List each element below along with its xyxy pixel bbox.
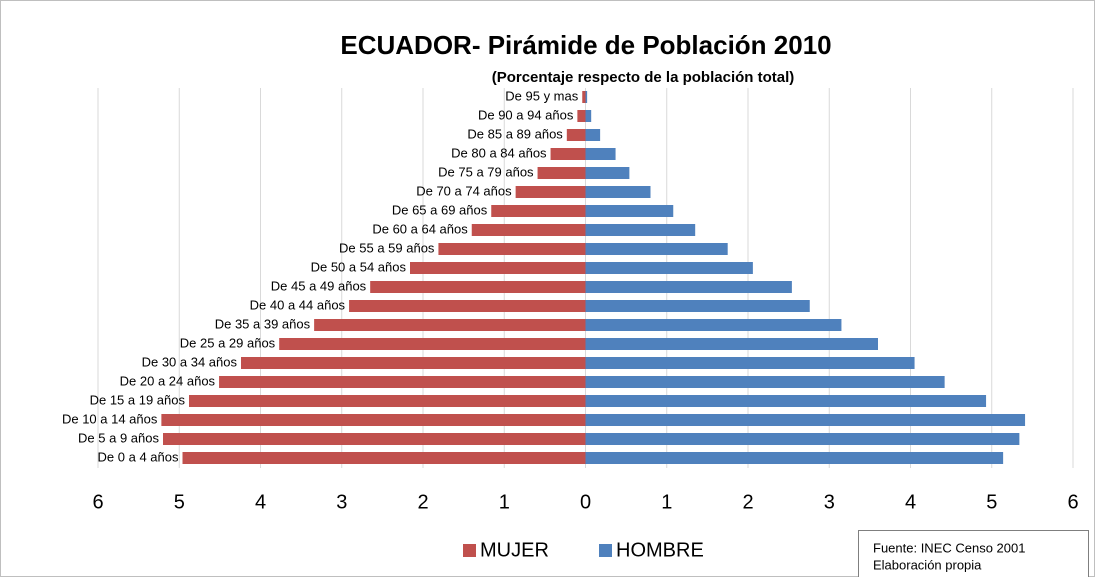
category-label: De 0 a 4 años	[98, 449, 179, 464]
bar	[550, 148, 586, 160]
x-tick-label: 3	[336, 491, 347, 513]
x-tick-label: 6	[1067, 491, 1078, 513]
bar	[585, 243, 728, 255]
bar	[515, 186, 586, 198]
bar	[585, 129, 601, 141]
bar	[585, 110, 592, 122]
bar	[585, 452, 1004, 464]
chart-title: ECUADOR- Pirámide de Población 2010	[340, 30, 831, 60]
x-tick-label: 0	[580, 491, 591, 513]
bar	[314, 319, 586, 331]
bar	[585, 91, 588, 103]
x-tick-label: 1	[499, 491, 510, 513]
bar	[163, 433, 586, 445]
category-label: De 75 a 79 años	[438, 164, 534, 179]
bar	[582, 91, 586, 103]
x-tick-label: 1	[661, 491, 672, 513]
category-label: De 85 a 89 años	[467, 126, 563, 141]
x-tick-label: 6	[92, 491, 103, 513]
category-label: De 70 a 74 años	[416, 183, 512, 198]
bar	[471, 224, 586, 236]
bar	[585, 224, 696, 236]
x-tick-label: 5	[174, 491, 185, 513]
source-box	[858, 530, 1089, 577]
bar	[585, 300, 810, 312]
bar	[585, 338, 878, 350]
category-label: De 20 a 24 años	[120, 373, 216, 388]
bar	[585, 262, 753, 274]
bar	[585, 186, 651, 198]
category-label: De 15 a 19 años	[90, 392, 186, 407]
x-tick-label: 2	[417, 491, 428, 513]
x-tick-label: 2	[742, 491, 753, 513]
category-label: De 60 a 64 años	[372, 221, 468, 236]
bar	[491, 205, 586, 217]
bar	[279, 338, 586, 350]
x-tick-label: 5	[986, 491, 997, 513]
category-label: De 25 a 29 años	[180, 335, 276, 350]
bar	[585, 205, 674, 217]
bar	[585, 167, 630, 179]
legend-swatch	[463, 544, 476, 557]
category-label: De 35 a 39 años	[215, 316, 311, 331]
category-label: De 50 a 54 años	[311, 259, 407, 274]
legend-label: HOMBRE	[616, 539, 704, 561]
bar	[566, 129, 586, 141]
bar	[585, 357, 915, 369]
bar	[585, 433, 1020, 445]
bar	[438, 243, 586, 255]
legend-swatch	[599, 544, 612, 557]
category-label: De 5 a 9 años	[78, 430, 159, 445]
category-label: De 10 a 14 años	[62, 411, 158, 426]
category-label: De 80 a 84 años	[451, 145, 547, 160]
bar	[161, 414, 586, 426]
category-label: De 55 a 59 años	[339, 240, 435, 255]
category-label: De 40 a 44 años	[250, 297, 346, 312]
bar	[182, 452, 586, 464]
bar	[241, 357, 586, 369]
bar	[585, 414, 1026, 426]
category-label: De 65 a 69 años	[392, 202, 488, 217]
x-tick-label: 4	[255, 491, 266, 513]
bar	[189, 395, 586, 407]
bar	[410, 262, 586, 274]
legend-label: MUJER	[480, 539, 549, 561]
bar	[585, 148, 616, 160]
category-label: De 45 a 49 años	[271, 278, 367, 293]
source-note: Fuente: INEC Censo 2001	[873, 540, 1025, 555]
bar	[537, 167, 586, 179]
bar	[577, 110, 586, 122]
bar	[349, 300, 586, 312]
category-label: De 90 a 94 años	[478, 107, 574, 122]
source-note: Elaboración propia	[873, 557, 982, 572]
chart-subtitle: (Porcentaje respecto de la población tot…	[492, 69, 795, 86]
bar	[585, 281, 792, 293]
category-label: De 30 a 34 años	[142, 354, 238, 369]
x-tick-label: 3	[824, 491, 835, 513]
x-tick-label: 4	[905, 491, 916, 513]
bar	[585, 319, 842, 331]
bar	[585, 395, 987, 407]
bar	[219, 376, 586, 388]
bar	[370, 281, 586, 293]
bar	[585, 376, 945, 388]
category-label: De 95 y mas	[505, 88, 578, 103]
